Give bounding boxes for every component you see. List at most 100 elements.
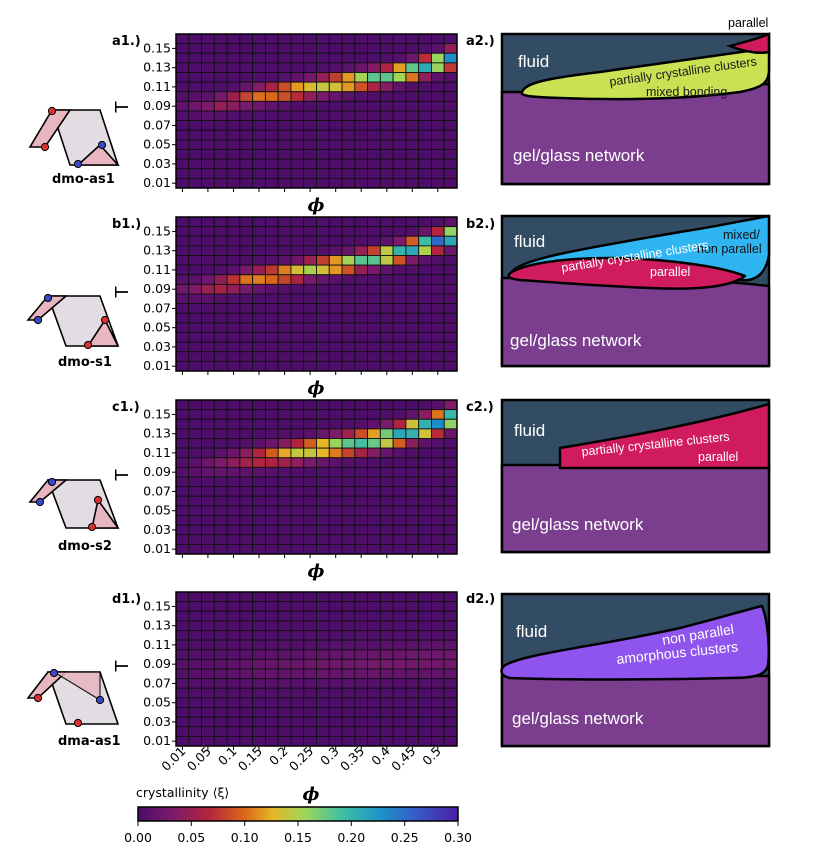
heatmap-cell: [367, 505, 381, 516]
heatmap-cell: [405, 226, 420, 237]
heatmap-cell: [188, 707, 202, 718]
heatmap-cell: [264, 322, 279, 333]
heatmap-cell: [418, 226, 432, 237]
heatmap-cell: [175, 322, 190, 333]
heatmap-cell: [188, 524, 202, 536]
heatmap-cell: [201, 52, 215, 64]
heatmap-cell: [405, 177, 420, 189]
heatmap-cell: [264, 81, 279, 93]
heatmap-cell: [252, 505, 266, 516]
heatmap-cell: [277, 591, 292, 603]
heatmap-cell: [303, 168, 317, 179]
heatmap-cell: [354, 43, 369, 54]
heatmap-cell: [175, 120, 190, 131]
heatmap-cell: [367, 62, 381, 73]
heatmap-cell: [367, 245, 381, 256]
heatmap-cell: [252, 601, 266, 612]
site-red: [40, 142, 50, 152]
heatmap-cell: [239, 139, 254, 150]
heatmap-cell: [201, 360, 215, 372]
heatmap-cell: [367, 534, 381, 545]
heatmap-cell: [405, 312, 420, 324]
heatmap-cell: [405, 620, 420, 631]
heatmap-cell: [379, 149, 394, 160]
heatmap-cell: [431, 438, 445, 449]
heatmap-cell: [239, 168, 254, 179]
heatmap-cell: [239, 120, 254, 131]
heatmap-cell: [316, 707, 330, 718]
heatmap-cell: [277, 668, 292, 680]
heatmap-cell: [188, 129, 202, 141]
heatmap-cell: [328, 158, 343, 170]
heatmap-cell: [290, 678, 305, 689]
heatmap-cell: [201, 476, 215, 488]
heatmap-cell: [418, 245, 432, 256]
heatmap-cell: [188, 332, 202, 343]
heatmap-cell: [239, 438, 254, 449]
heatmap-cell: [316, 524, 330, 536]
heatmap-cell: [316, 158, 330, 170]
heatmap-cell: [354, 360, 369, 372]
heatmap-cell: [175, 610, 190, 622]
heatmap-cell: [303, 216, 317, 228]
heatmap-cell: [226, 591, 241, 603]
panel-label-a2: a2.): [466, 34, 495, 49]
heatmap-cell: [213, 707, 228, 718]
heatmap-cell: [379, 409, 394, 420]
heatmap-cell: [316, 466, 330, 478]
heatmap-cell: [392, 91, 407, 102]
heatmap-cell: [239, 639, 254, 651]
heatmap-cell: [252, 620, 266, 631]
heatmap-cell: [354, 687, 369, 699]
heatmap-cell: [328, 399, 343, 411]
y-tick-label: 0.07: [143, 300, 171, 315]
heatmap-cell: [443, 245, 458, 256]
heatmap-cell: [239, 534, 254, 545]
panel-label-b2: b2.): [466, 217, 495, 232]
heatmap-cell: [213, 399, 228, 411]
heatmap-cell: [239, 91, 254, 102]
heatmap-cell: [367, 168, 381, 179]
heatmap-cell: [367, 678, 381, 689]
heatmap-cell: [188, 409, 202, 420]
heatmap-cell: [239, 245, 254, 256]
heatmap-cell: [201, 716, 215, 728]
heatmap-cell: [213, 428, 228, 439]
heatmap-cell: [316, 72, 330, 83]
heatmap-cell: [328, 322, 343, 333]
y-tick-label: 0.13: [143, 618, 171, 633]
heatmap-cell: [290, 466, 305, 478]
heatmap-cell: [264, 312, 279, 324]
heatmap-cell: [341, 630, 356, 641]
heatmap-cell: [264, 735, 279, 747]
heatmap-cell: [290, 687, 305, 699]
heatmap-cell: [226, 274, 241, 285]
heatmap-cell: [226, 639, 241, 651]
heatmap-cell: [328, 62, 343, 73]
heatmap-cell: [290, 312, 305, 324]
heatmap-cell: [418, 52, 432, 64]
heatmap-cell: [328, 486, 343, 497]
heatmap-cell: [252, 110, 266, 122]
heatmap-cell: [303, 129, 317, 141]
heatmap-cell: [443, 255, 458, 266]
heatmap-cell: [354, 149, 369, 160]
heatmap-cell: [443, 438, 458, 449]
heatmap-cell: [443, 322, 458, 333]
heatmap-cell: [188, 505, 202, 516]
heatmap-cell: [316, 129, 330, 141]
heatmap-cell: [354, 668, 369, 680]
heatmap-cell: [277, 120, 292, 131]
heatmap-cell: [239, 505, 254, 516]
heatmap-cell: [354, 264, 369, 276]
heatmap-cell: [443, 515, 458, 526]
heatmap-cell: [443, 274, 458, 285]
heatmap-cell: [431, 177, 445, 189]
heatmap-cell: [443, 524, 458, 536]
heatmap-cell: [354, 409, 369, 420]
heatmap-cell: [175, 428, 190, 439]
heatmap-cell: [316, 534, 330, 545]
y-tick-label: 0.15: [143, 406, 171, 421]
heatmap-cell: [354, 438, 369, 449]
heatmap-cell: [405, 235, 420, 247]
